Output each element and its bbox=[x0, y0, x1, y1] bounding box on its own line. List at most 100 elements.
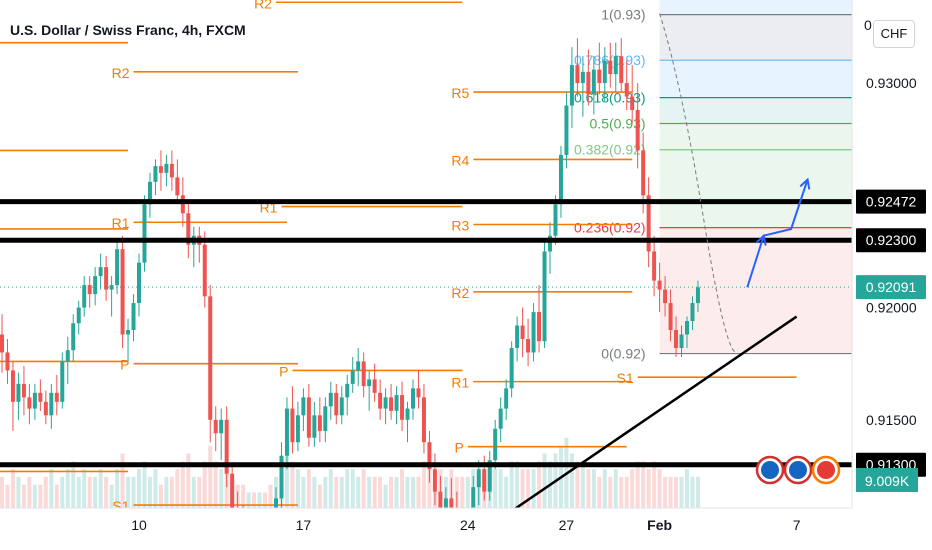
price-axis-top-tick: 0 bbox=[864, 17, 872, 33]
candle-body bbox=[350, 370, 355, 384]
volume-bar bbox=[411, 476, 415, 508]
pivot-label: R1 bbox=[112, 215, 130, 231]
candle-body bbox=[164, 163, 169, 173]
candle-body bbox=[27, 397, 32, 409]
fib-level-label: 1(0.93) bbox=[601, 7, 645, 23]
volume-bar bbox=[657, 469, 662, 508]
volume-bar bbox=[87, 476, 92, 508]
price-badge bbox=[856, 228, 926, 253]
volume-bar bbox=[38, 484, 43, 508]
fib-zone-0 bbox=[659, 14, 852, 61]
volume-bar bbox=[186, 453, 191, 508]
candle-body bbox=[16, 383, 21, 402]
candle-body bbox=[142, 204, 147, 263]
volume-bar bbox=[400, 469, 405, 508]
candle-body bbox=[345, 383, 350, 398]
volume-bar bbox=[597, 476, 602, 508]
volume-bar bbox=[16, 476, 21, 508]
candle-body bbox=[602, 60, 607, 84]
candle-body bbox=[668, 303, 673, 330]
candle-body bbox=[619, 56, 624, 84]
volume-bar bbox=[60, 476, 65, 508]
candle-body bbox=[389, 397, 394, 411]
fib-level-label: 0.236(0.92) bbox=[574, 220, 646, 236]
candle-body bbox=[60, 361, 65, 402]
volume-bar bbox=[290, 461, 295, 508]
volume-bar bbox=[82, 469, 87, 508]
candle-body bbox=[120, 249, 125, 335]
candle-body bbox=[498, 408, 503, 429]
candle-body bbox=[641, 150, 646, 196]
volume-bar bbox=[158, 484, 163, 508]
candle-body bbox=[367, 379, 372, 387]
volume-bar bbox=[301, 476, 306, 508]
event-flag-icon[interactable] bbox=[811, 455, 841, 485]
volume-bar bbox=[153, 469, 158, 508]
volume-bar bbox=[252, 492, 257, 508]
volume-bar bbox=[394, 476, 399, 508]
volume-bar bbox=[526, 469, 531, 508]
volume-bar bbox=[685, 469, 689, 508]
volume-bar bbox=[520, 469, 525, 508]
volume-bar bbox=[405, 476, 410, 508]
fib-zone-2 bbox=[659, 97, 852, 124]
volume-bar bbox=[690, 476, 695, 508]
candle-body bbox=[487, 460, 492, 492]
volume-bar bbox=[668, 476, 673, 508]
candle-body bbox=[613, 56, 618, 75]
chart-title: U.S. Dollar / Swiss Franc, 4h, FXCM bbox=[10, 22, 246, 38]
volume-bar bbox=[383, 484, 388, 508]
volume-bar bbox=[202, 461, 207, 508]
candle-body bbox=[71, 323, 76, 351]
volume-bar bbox=[460, 476, 465, 508]
candle-body bbox=[537, 312, 542, 342]
time-tick-label: 24 bbox=[460, 517, 476, 533]
price-tick-label: 0.92000 bbox=[866, 300, 917, 316]
volume-bar bbox=[213, 461, 218, 508]
volume-bar bbox=[652, 461, 657, 508]
volume-bar bbox=[356, 476, 361, 508]
projection-arrow-path bbox=[746, 179, 809, 288]
candle-body bbox=[564, 105, 569, 155]
volume-bar bbox=[120, 453, 125, 508]
volume-bar bbox=[421, 461, 426, 508]
volume-bar bbox=[509, 461, 514, 508]
volume-bar bbox=[663, 476, 668, 508]
candle-body bbox=[301, 397, 306, 416]
volume-bar bbox=[389, 476, 394, 508]
event-flag-core bbox=[761, 461, 779, 479]
candle-body bbox=[328, 392, 333, 407]
candle-body bbox=[482, 469, 487, 492]
fib-zone-5 bbox=[659, 227, 852, 354]
event-flag-icon[interactable] bbox=[755, 455, 785, 485]
volume-bar bbox=[115, 469, 120, 508]
candle-body bbox=[279, 455, 284, 499]
volume-bar bbox=[416, 476, 421, 508]
candle-body bbox=[695, 287, 700, 304]
volume-bar bbox=[427, 469, 432, 508]
event-flag-icon[interactable] bbox=[783, 455, 813, 485]
candle-body bbox=[663, 289, 668, 304]
time-tick-label: Feb bbox=[647, 517, 672, 533]
candle-body bbox=[137, 262, 141, 304]
candle-body bbox=[54, 392, 59, 402]
candle-body bbox=[515, 325, 520, 348]
candle-body bbox=[372, 379, 377, 393]
volume-bar bbox=[65, 469, 70, 508]
currency-button[interactable]: CHF bbox=[873, 20, 915, 48]
candle-body bbox=[394, 395, 399, 411]
volume-bar bbox=[515, 461, 520, 508]
candle-body bbox=[213, 419, 218, 434]
volume-bar bbox=[263, 492, 268, 508]
volume-bar bbox=[0, 476, 4, 508]
candle-body bbox=[93, 276, 98, 295]
candle-body bbox=[493, 428, 498, 461]
volume-bar bbox=[131, 476, 136, 508]
volume-bar bbox=[49, 469, 54, 508]
candle-body bbox=[608, 60, 613, 75]
candle-body bbox=[674, 330, 679, 348]
volume-bar bbox=[312, 476, 317, 508]
candle-body bbox=[476, 469, 481, 488]
fib-level-label: 0.5(0.93) bbox=[590, 115, 646, 131]
